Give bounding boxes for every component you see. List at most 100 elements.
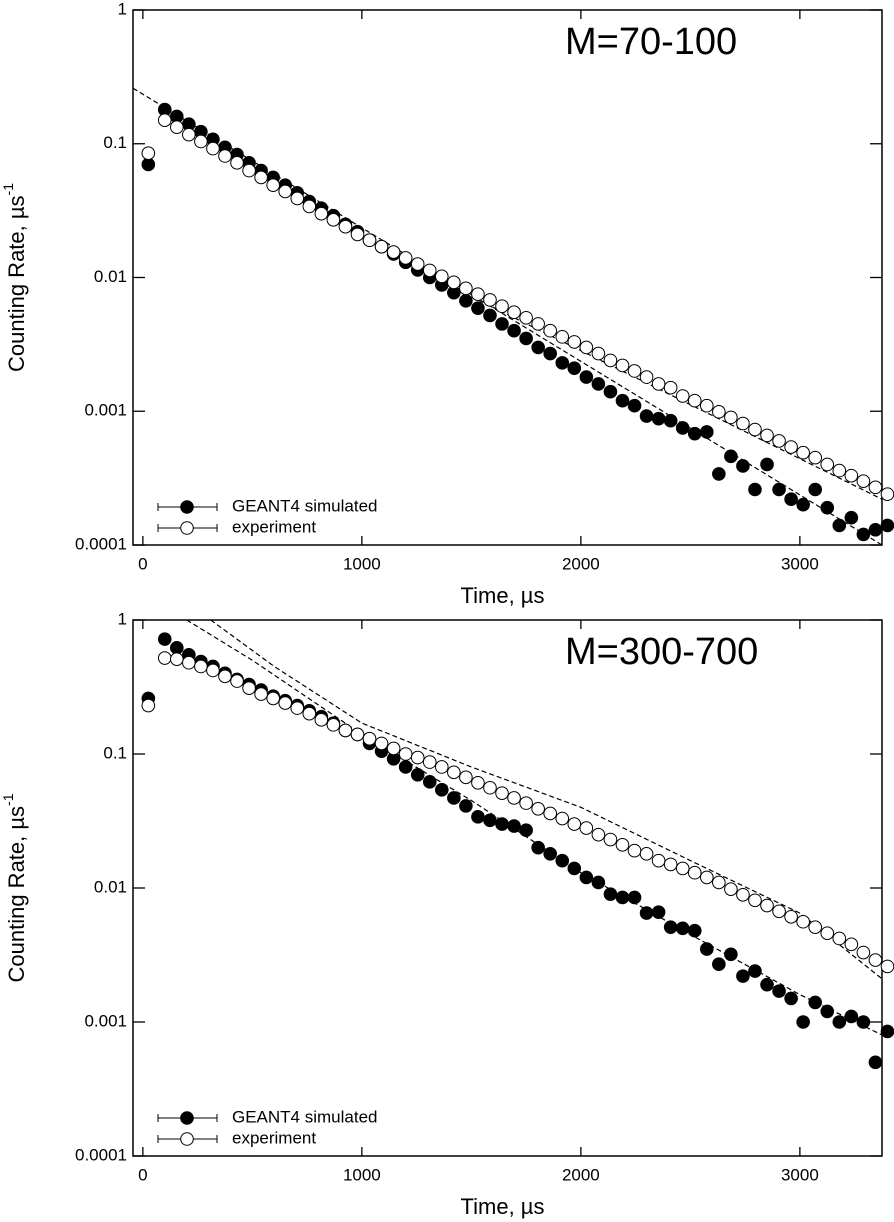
y-tick-label: 0.0001 bbox=[75, 1145, 127, 1164]
data-point bbox=[784, 991, 798, 1006]
x-tick-label: 3000 bbox=[781, 554, 819, 573]
legend-label: experiment bbox=[232, 1128, 316, 1147]
data-point bbox=[832, 463, 847, 478]
x-tick-label: 1000 bbox=[343, 1165, 381, 1184]
data-point bbox=[627, 398, 642, 413]
data-point bbox=[495, 786, 509, 800]
data-point bbox=[459, 281, 473, 296]
data-point bbox=[856, 474, 871, 488]
data-point bbox=[398, 747, 413, 761]
data-point bbox=[194, 659, 208, 674]
data-point bbox=[880, 487, 894, 501]
data-point bbox=[410, 750, 425, 765]
data-point bbox=[495, 317, 509, 331]
y-tick-label: 0.1 bbox=[103, 743, 127, 762]
data-point bbox=[639, 846, 654, 861]
data-point bbox=[531, 840, 545, 855]
data-point bbox=[663, 857, 678, 872]
data-point bbox=[434, 783, 449, 797]
data-point bbox=[254, 687, 268, 701]
annotation: M=70-100 bbox=[565, 21, 737, 63]
data-point bbox=[772, 904, 786, 919]
data-point bbox=[820, 457, 835, 472]
data-point bbox=[531, 340, 545, 355]
data-point bbox=[736, 459, 750, 473]
data-point bbox=[796, 497, 810, 512]
data-point bbox=[591, 827, 606, 842]
y-axis-label: Counting Rate, µs-1 bbox=[0, 793, 29, 982]
data-point bbox=[627, 364, 642, 378]
data-point bbox=[157, 632, 172, 646]
data-point bbox=[507, 305, 521, 320]
data-point bbox=[398, 760, 413, 774]
data-point bbox=[567, 861, 582, 876]
data-point bbox=[603, 384, 618, 399]
data-point bbox=[579, 370, 594, 384]
data-point bbox=[495, 299, 509, 314]
data-point bbox=[603, 887, 618, 901]
data-point bbox=[278, 184, 293, 199]
data-point bbox=[856, 527, 871, 542]
data-point bbox=[615, 393, 630, 408]
data-point bbox=[555, 853, 570, 868]
data-point bbox=[760, 977, 774, 992]
data-point bbox=[483, 293, 497, 307]
panel: 0 1000 2000 3000 0.0001 0.001 0.01 0.1 1 Time, µs… bbox=[0, 609, 894, 1219]
data-point bbox=[326, 213, 341, 227]
data-point bbox=[772, 434, 786, 448]
data-point bbox=[350, 227, 365, 242]
data-point bbox=[157, 113, 172, 127]
data-point bbox=[880, 518, 894, 533]
data-point bbox=[808, 920, 823, 934]
y-tick-label: 1 bbox=[118, 609, 127, 628]
data-point bbox=[519, 823, 533, 837]
data-point bbox=[675, 861, 690, 876]
data-point bbox=[350, 727, 365, 742]
legend-label: GEANT4 simulated bbox=[232, 1107, 378, 1126]
data-point bbox=[471, 809, 485, 824]
data-point bbox=[447, 791, 461, 805]
data-point bbox=[591, 875, 606, 890]
data-point bbox=[266, 691, 280, 706]
data-point bbox=[820, 500, 835, 515]
data-point bbox=[141, 698, 156, 713]
x-tick-label: 0 bbox=[138, 554, 147, 573]
data-point bbox=[699, 425, 714, 439]
data-point bbox=[627, 890, 642, 905]
data-point bbox=[157, 651, 172, 665]
data-point bbox=[844, 510, 859, 525]
data-point bbox=[170, 652, 184, 666]
data-point bbox=[314, 206, 329, 221]
legend-marker bbox=[180, 521, 194, 535]
data-point bbox=[868, 480, 883, 495]
data-point bbox=[675, 389, 690, 403]
x-axis-label: Time, µs bbox=[461, 1194, 545, 1219]
data-point bbox=[483, 780, 497, 795]
data-point bbox=[699, 870, 714, 885]
data-point bbox=[495, 817, 509, 831]
data-point bbox=[591, 346, 606, 361]
data-point bbox=[856, 1015, 871, 1029]
data-point bbox=[591, 377, 606, 391]
data-point bbox=[820, 1004, 835, 1019]
data-point bbox=[567, 335, 582, 349]
data-point bbox=[724, 410, 738, 425]
data-point bbox=[784, 440, 798, 454]
plot-frame bbox=[132, 619, 883, 1157]
data-point bbox=[639, 906, 654, 920]
data-point bbox=[736, 416, 750, 431]
data-point bbox=[543, 323, 558, 338]
data-point bbox=[748, 482, 762, 497]
data-point bbox=[579, 870, 594, 885]
y-axis-label-text: Counting Rate, µs bbox=[4, 806, 29, 983]
data-point bbox=[507, 791, 521, 805]
data-point bbox=[724, 449, 738, 464]
annotation: M=300-700 bbox=[565, 631, 758, 673]
data-point bbox=[760, 898, 774, 913]
data-point bbox=[699, 942, 714, 956]
data-point bbox=[615, 358, 630, 373]
data-point bbox=[832, 1015, 847, 1029]
data-point bbox=[314, 712, 329, 727]
data-point bbox=[687, 426, 702, 441]
data-point bbox=[434, 269, 449, 284]
